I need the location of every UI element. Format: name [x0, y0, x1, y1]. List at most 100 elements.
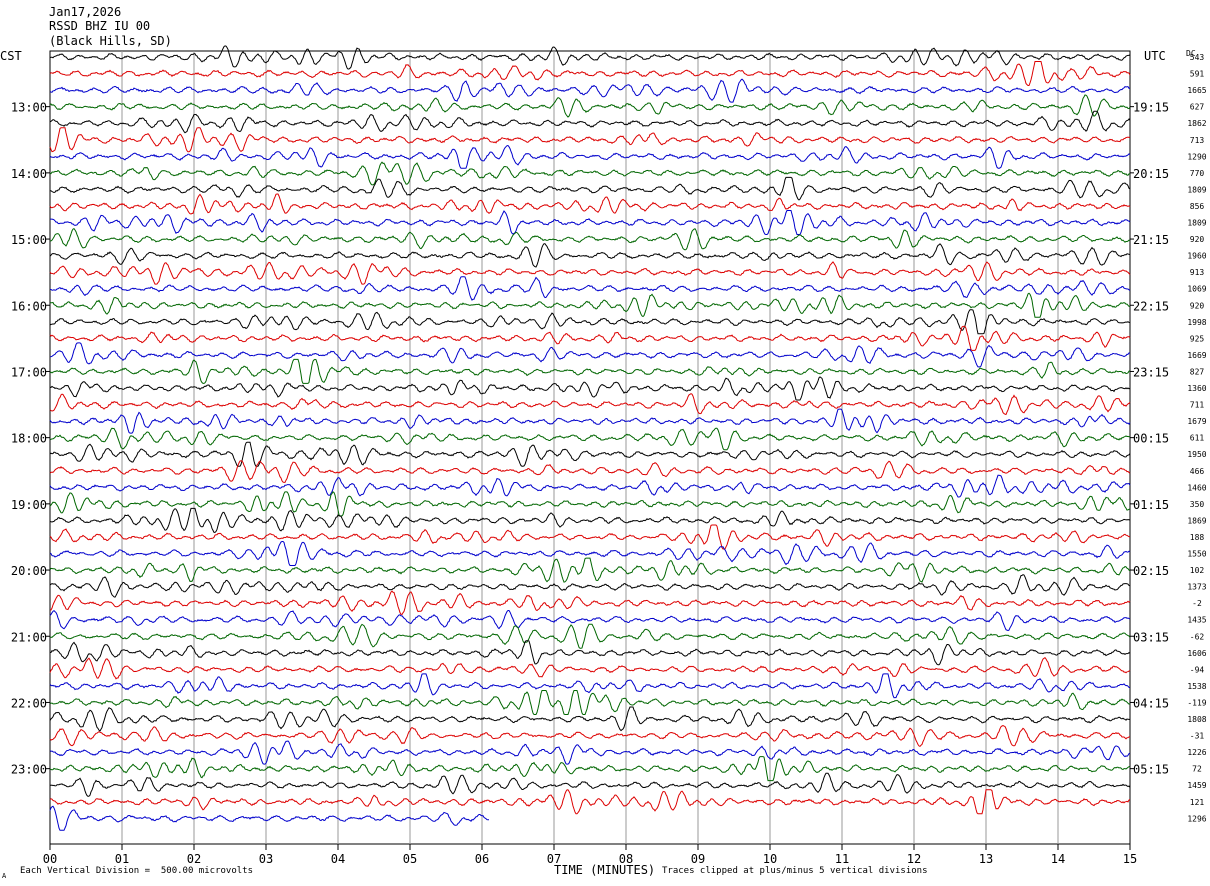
seismic-trace [49, 78, 1131, 103]
seismic-trace [49, 706, 1131, 732]
x-tick-label: 09 [691, 852, 705, 866]
dc-offset-label: 856 [1190, 202, 1205, 211]
dc-offset-label: 920 [1190, 235, 1205, 244]
dc-offset-label: 611 [1190, 434, 1205, 443]
dc-offset-label: 711 [1190, 401, 1205, 410]
dc-offset-label: 1360 [1187, 384, 1206, 393]
seismic-trace [49, 756, 1131, 782]
left-hour-label: 16:00 [11, 299, 47, 313]
left-hour-label: 17:00 [11, 365, 47, 379]
right-hour-label: 20:15 [1133, 167, 1169, 181]
right-hour-label: 00:15 [1133, 432, 1169, 446]
dc-offset-label: 1226 [1187, 748, 1206, 757]
seismic-trace [49, 640, 1131, 666]
right-hour-label: 21:15 [1133, 233, 1169, 247]
dc-offset-label: 713 [1190, 136, 1205, 145]
seismic-trace [49, 393, 1131, 416]
dc-offset-label: 1459 [1187, 781, 1206, 790]
dc-offset-label: 1809 [1187, 219, 1206, 228]
seismic-trace [49, 805, 489, 831]
dc-offset-label: 188 [1190, 533, 1205, 542]
dc-offset-label: 1998 [1187, 318, 1206, 327]
seismic-trace [49, 227, 1131, 251]
seismic-trace [50, 210, 1131, 235]
seismic-trace [49, 342, 1131, 368]
x-tick-label: 07 [547, 852, 561, 866]
dc-offset-label: 1550 [1187, 550, 1206, 559]
x-tick-label: 08 [619, 852, 633, 866]
seismic-trace [49, 127, 1131, 153]
dc-offset-label: 1290 [1187, 152, 1206, 161]
right-hour-label: 23:15 [1133, 365, 1169, 379]
plot-frame [49, 50, 1131, 845]
seismic-trace [49, 574, 1131, 598]
dc-offset-label: 1950 [1187, 450, 1206, 459]
dc-offset-label: 1808 [1187, 715, 1206, 724]
dc-offset-label: 827 [1190, 367, 1205, 376]
seismic-trace [49, 193, 1131, 215]
left-hour-label: 21:00 [11, 630, 47, 644]
dc-offset-label: 925 [1190, 334, 1205, 343]
dc-offset-label: 1296 [1187, 814, 1206, 823]
right-hour-label: 02:15 [1133, 564, 1169, 578]
dc-offset-label: 1373 [1187, 583, 1206, 592]
seismic-trace [49, 557, 1131, 583]
seismic-trace [49, 772, 1131, 797]
seismic-trace [49, 460, 1131, 483]
seismic-trace [49, 609, 1131, 632]
seismic-trace [49, 789, 1131, 815]
seismic-trace [49, 740, 1131, 765]
dc-label: DC [1186, 49, 1196, 58]
left-hour-label: 23:00 [11, 763, 47, 777]
seismic-trace [50, 161, 1131, 186]
dc-offset-label: -119 [1187, 698, 1206, 707]
seismic-trace [50, 590, 1131, 616]
left-timezone-label: CST [0, 49, 22, 63]
dc-offset-label: 1669 [1187, 351, 1206, 360]
x-axis-label: TIME (MINUTES) [554, 863, 656, 877]
right-timezone-label: UTC [1144, 49, 1166, 63]
x-tick-label: 04 [331, 852, 345, 866]
left-hour-label: 13:00 [11, 101, 47, 115]
dc-offset-label: 466 [1190, 467, 1205, 476]
dc-offset-label: 121 [1190, 798, 1205, 807]
dc-offset-label: 543 [1190, 53, 1205, 62]
seismic-trace [49, 657, 1131, 680]
seismic-trace [50, 176, 1131, 201]
corner-mark: A [2, 872, 7, 880]
x-tick-label: 13 [979, 852, 993, 866]
dc-offset-label: 1606 [1187, 649, 1206, 658]
left-hour-label: 20:00 [11, 564, 47, 578]
x-tick-label: 10 [763, 852, 777, 866]
dc-offset-label: 913 [1190, 268, 1205, 277]
dc-offset-label: 770 [1190, 169, 1205, 178]
dc-offset-label: 350 [1190, 500, 1205, 509]
seismic-trace [49, 725, 1131, 748]
seismic-trace [49, 144, 1131, 169]
seismic-trace [50, 276, 1131, 301]
seismic-trace [49, 309, 1131, 335]
right-hour-label: 03:15 [1133, 630, 1169, 644]
left-hour-label: 22:00 [11, 696, 47, 710]
dc-offset-label: 102 [1190, 566, 1205, 575]
dc-offset-label: 72 [1192, 765, 1202, 774]
dc-offset-label: -31 [1190, 732, 1205, 741]
dc-offset-label: 591 [1190, 70, 1205, 79]
seismic-trace [49, 491, 1131, 517]
dc-offset-label: 627 [1190, 103, 1205, 112]
right-hour-label: 19:15 [1133, 101, 1169, 115]
seismic-trace [49, 261, 1131, 285]
seismic-trace [49, 541, 1131, 566]
seismic-trace [49, 376, 1131, 401]
seismic-trace [49, 441, 1131, 467]
dc-offset-label: 1869 [1187, 516, 1206, 525]
clip-note: Traces clipped at plus/minus 5 vertical … [662, 866, 928, 876]
seismic-trace [49, 524, 1131, 550]
left-hour-label: 19:00 [11, 498, 47, 512]
right-hour-label: 04:15 [1133, 696, 1169, 710]
dc-offset-label: 1679 [1187, 417, 1206, 426]
seismic-trace [49, 61, 1131, 86]
seismic-trace [49, 358, 1131, 384]
dc-offset-label: 1069 [1187, 285, 1206, 294]
dc-offset-label: 1960 [1187, 252, 1206, 261]
